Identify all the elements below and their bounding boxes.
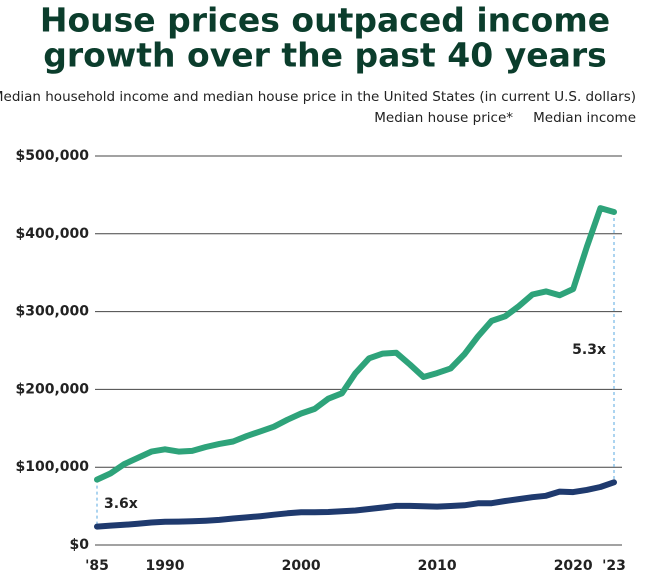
x-tick-label: 2020 — [554, 558, 593, 574]
series-line — [94, 205, 617, 483]
x-tick-label: 2000 — [282, 558, 321, 574]
legend-entry: Median income — [533, 110, 636, 126]
chart-title: growth over the past 40 years — [43, 36, 607, 75]
x-tick-label: '23 — [602, 558, 626, 574]
chart-title: House prices outpaced income — [40, 1, 610, 40]
y-tick-label: $0 — [70, 537, 90, 553]
y-tick-label: $500,000 — [15, 148, 89, 164]
legend-entry: Median house price* — [374, 110, 513, 126]
y-tick-label: $100,000 — [15, 459, 89, 475]
y-tick-label: $200,000 — [15, 381, 89, 397]
y-tick-label: $300,000 — [15, 304, 89, 320]
x-tick-label: 2010 — [418, 558, 457, 574]
x-tick-label: 1990 — [146, 558, 185, 574]
series-line — [94, 479, 617, 530]
y-tick-label: $400,000 — [15, 226, 89, 242]
annotation: 3.6x — [104, 496, 138, 512]
x-tick-label: '85 — [85, 558, 109, 574]
chart-subtitle: Median household income and median house… — [0, 89, 636, 105]
annotation: 5.3x — [572, 342, 606, 358]
